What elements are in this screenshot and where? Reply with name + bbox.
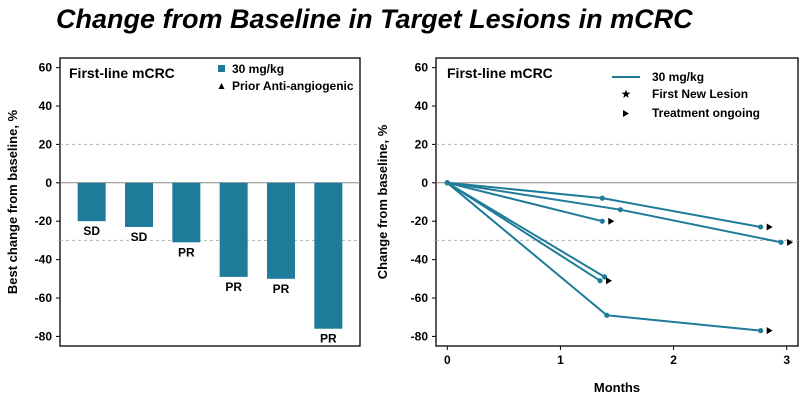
legend-label: First New Lesion [652,87,748,101]
left-y-tick-label: -80 [35,329,53,343]
data-point [758,224,764,230]
x-tick-label: 1 [557,353,564,367]
bar-response-label: PR [225,280,242,294]
bar [219,182,248,277]
left-plot-frame [59,57,361,347]
right-y-axis-title: Change from baseline, % [375,124,390,279]
legend-triangle-marker [218,83,225,89]
bar-response-label: PR [178,245,195,259]
data-point [758,328,764,334]
treatment-ongoing-arrow [606,277,613,285]
x-tick-label: 0 [444,353,451,367]
series-line [446,182,761,332]
right-y-tick-label: -80 [411,329,429,343]
bar [172,182,201,243]
data-point [599,195,605,201]
data-point [604,312,610,318]
left-y-axis-title: Best change from baseline, % [5,109,20,294]
treatment-ongoing-arrow [608,217,615,225]
left-y-tick-label: 60 [39,61,53,75]
treatment-ongoing-arrow [787,238,794,246]
bar [314,182,343,329]
bar [267,182,295,279]
page-title: Change from Baseline in Target Lesions i… [56,4,693,34]
left-y-tick-label: -20 [35,214,53,228]
legend-label: 30 mg/kg [232,62,284,76]
x-axis-title: Months [594,380,640,395]
data-point [597,278,603,284]
legend-arrow-marker [623,110,629,117]
left-y-tick-label: 40 [39,99,53,113]
legend-square-marker [218,65,225,72]
right-y-tick-label: -20 [411,214,429,228]
data-point [599,218,605,224]
left-y-tick-label: -40 [35,253,53,267]
legend-label: Prior Anti-angiogenic [232,79,354,93]
legend-star-marker: ★ [621,87,632,101]
data-point [601,274,608,280]
data-point [444,180,450,186]
bar-response-label: PR [320,332,337,346]
right-y-tick-label: 40 [415,99,429,113]
left-y-tick-label: 20 [39,137,53,151]
right-y-tick-label: -40 [411,253,429,267]
right-y-tick-label: -60 [411,291,429,305]
right-panel-label: First-line mCRC [447,65,553,81]
x-tick-label: 2 [670,353,677,367]
series-line [447,181,603,223]
right-plot-frame [435,57,799,347]
left-panel-label: First-line mCRC [69,65,175,81]
data-point [617,207,623,213]
right-y-tick-label: 20 [415,137,429,151]
legend-label: Treatment ongoing [652,106,760,120]
legend-label: 30 mg/kg [652,70,704,84]
bar-response-label: PR [273,282,290,296]
left-y-tick-label: -60 [35,291,53,305]
bar [77,182,106,222]
treatment-ongoing-arrow [766,327,773,335]
right-y-tick-label: 0 [421,176,428,190]
series-line [446,181,601,282]
data-point [778,239,784,245]
bar-response-label: SD [131,230,148,244]
right-y-tick-label: 60 [415,61,429,75]
bar-response-label: SD [83,224,100,238]
x-tick-label: 3 [783,353,790,367]
treatment-ongoing-arrow [766,223,773,231]
bar [125,182,153,227]
left-y-tick-label: 0 [45,176,52,190]
